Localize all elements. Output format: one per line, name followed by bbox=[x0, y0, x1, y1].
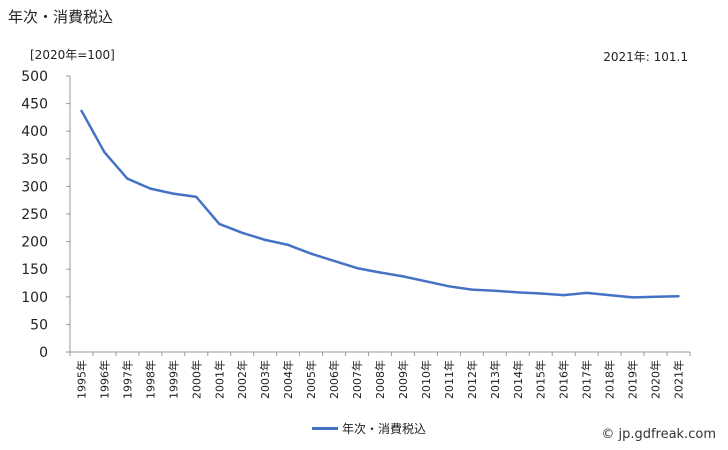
data-point bbox=[608, 293, 611, 297]
legend-swatch bbox=[312, 427, 338, 430]
x-tick-label: 1998年 bbox=[143, 360, 157, 399]
x-tick-label: 2007年 bbox=[350, 360, 364, 399]
latest-value-label: 2021年: 101.1 bbox=[603, 50, 688, 64]
data-point bbox=[677, 294, 680, 298]
x-tick-label: 2013年 bbox=[488, 360, 502, 399]
data-point bbox=[195, 195, 198, 199]
x-tick-label: 2001年 bbox=[212, 360, 226, 399]
data-point bbox=[516, 291, 519, 294]
data-point bbox=[126, 177, 129, 180]
data-point bbox=[447, 285, 451, 288]
x-tick-label: 2016年 bbox=[557, 360, 571, 399]
x-tick-label: 2014年 bbox=[511, 360, 525, 399]
x-tick-label: 2006年 bbox=[327, 360, 341, 399]
y-tick-label: 250 bbox=[21, 207, 48, 223]
unit-label: [2020年=100] bbox=[30, 48, 115, 62]
x-tick-label: 2002年 bbox=[235, 360, 249, 399]
x-tick-label: 1999年 bbox=[166, 360, 180, 399]
data-point bbox=[585, 291, 588, 295]
y-tick-label: 50 bbox=[30, 317, 48, 333]
y-tick-label: 400 bbox=[21, 124, 48, 140]
x-tick-label: 1997年 bbox=[120, 360, 134, 399]
x-tick-label: 2015年 bbox=[534, 360, 548, 399]
x-tick-label: 2003年 bbox=[258, 360, 272, 399]
data-point bbox=[309, 252, 313, 255]
credit-text: © jp.gdfreak.com bbox=[601, 427, 716, 442]
data-point bbox=[401, 275, 405, 278]
data-point bbox=[562, 293, 565, 297]
y-tick-label: 350 bbox=[21, 152, 48, 168]
data-point bbox=[80, 109, 83, 112]
data-point bbox=[631, 296, 634, 299]
legend-label: 年次・消費税込 bbox=[342, 422, 427, 436]
x-tick-label: 2008年 bbox=[373, 360, 387, 399]
data-point bbox=[539, 292, 542, 295]
data-point bbox=[355, 266, 359, 270]
y-tick-label: 450 bbox=[21, 97, 48, 113]
data-point bbox=[263, 238, 267, 242]
data-point bbox=[286, 243, 290, 247]
data-point bbox=[103, 150, 106, 154]
data-point bbox=[218, 222, 221, 226]
x-tick-label: 2000年 bbox=[189, 360, 203, 399]
x-tick-label: 1995年 bbox=[74, 360, 88, 399]
y-tick-label: 300 bbox=[21, 179, 48, 195]
y-tick-label: 500 bbox=[21, 69, 48, 85]
x-tick-label: 2010年 bbox=[419, 360, 433, 399]
data-point bbox=[332, 259, 336, 263]
y-tick-label: 0 bbox=[39, 345, 48, 361]
data-point bbox=[241, 231, 244, 234]
x-tick-label: 2020年 bbox=[649, 360, 663, 399]
x-tick-label: 1996年 bbox=[97, 360, 111, 399]
x-tick-label: 2017年 bbox=[580, 360, 594, 399]
x-tick-label: 2012年 bbox=[465, 360, 479, 399]
y-tick-label: 200 bbox=[21, 235, 48, 251]
data-point bbox=[493, 289, 497, 292]
y-tick-label: 150 bbox=[21, 262, 48, 278]
data-point bbox=[378, 271, 382, 274]
legend: 年次・消費税込 bbox=[312, 420, 426, 437]
series-line bbox=[80, 110, 679, 299]
x-tick-label: 2021年 bbox=[672, 360, 686, 399]
chart-title: 年次・消費税込 bbox=[8, 8, 114, 26]
data-point bbox=[470, 288, 474, 291]
data-point bbox=[149, 187, 152, 190]
x-tick-label: 2009年 bbox=[396, 360, 410, 399]
x-tick-label: 2018年 bbox=[603, 360, 617, 399]
data-point bbox=[172, 192, 175, 195]
data-point bbox=[424, 280, 428, 283]
y-tick-label: 100 bbox=[21, 290, 48, 306]
x-tick-label: 2019年 bbox=[626, 360, 640, 399]
data-point bbox=[654, 295, 657, 298]
x-tick-label: 2004年 bbox=[281, 360, 295, 399]
x-tick-label: 2005年 bbox=[304, 360, 318, 399]
x-tick-label: 2011年 bbox=[442, 360, 456, 399]
